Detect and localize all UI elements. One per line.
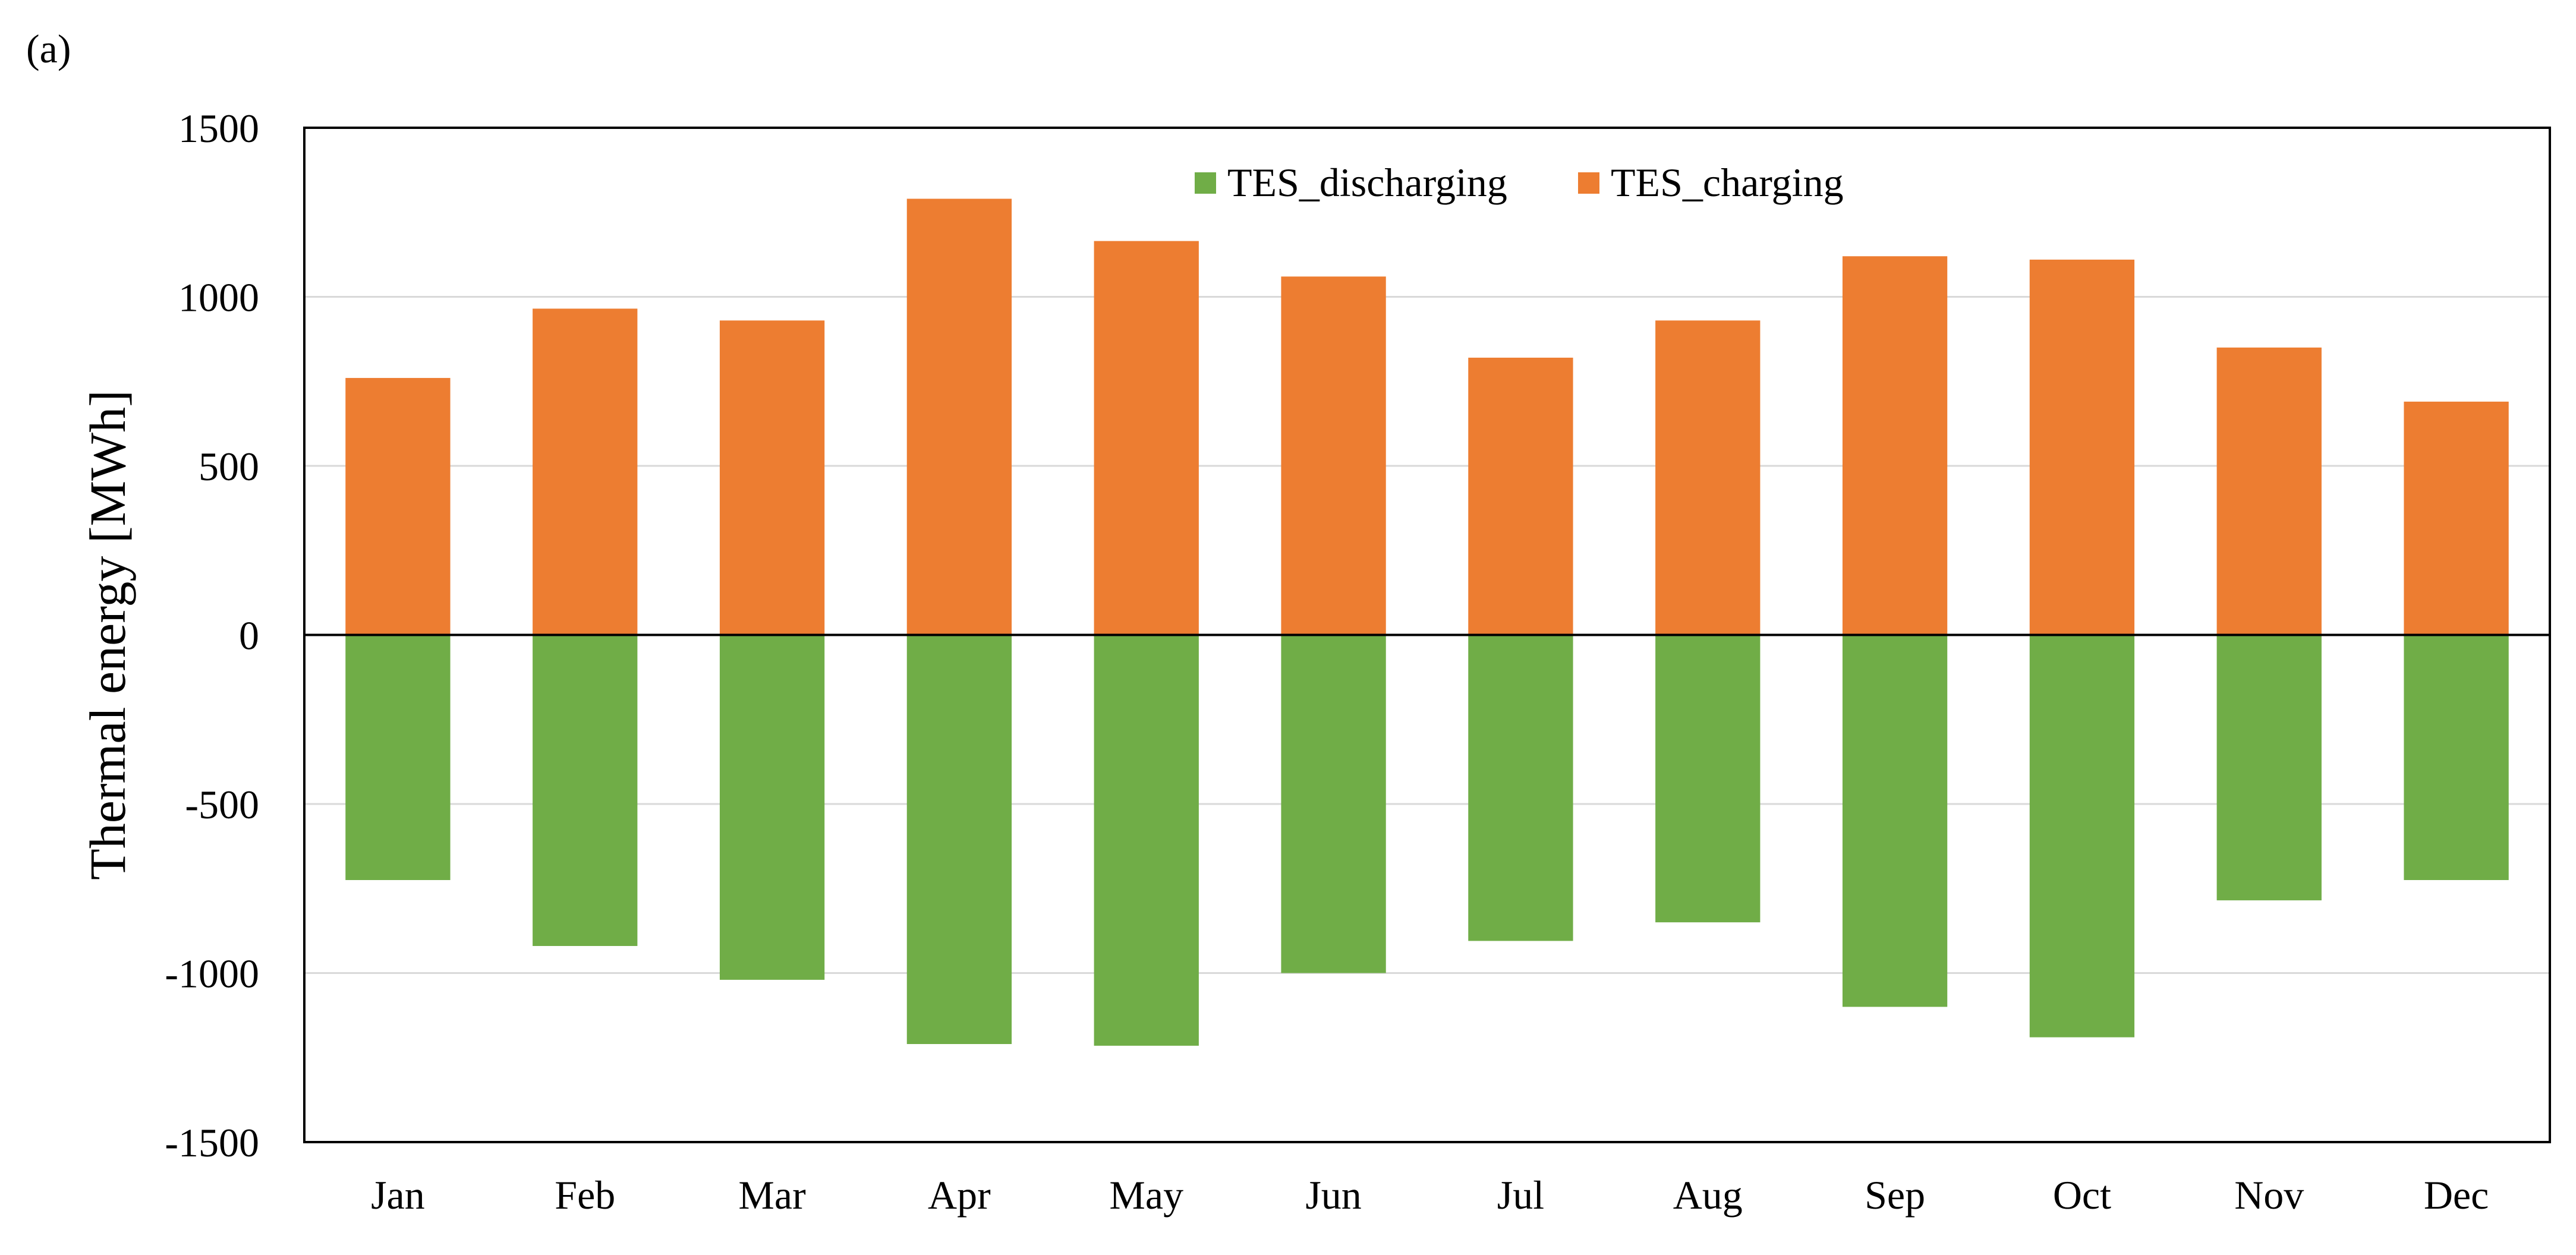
bar-tes-discharging-jun — [1281, 635, 1386, 973]
bar-tes-discharging-sep — [1842, 635, 1948, 1007]
bar-tes-discharging-nov — [2216, 635, 2322, 901]
bar-tes-charging-jul — [1468, 357, 1573, 635]
bar-tes-charging-apr — [906, 198, 1012, 635]
bar-tes-discharging-jul — [1468, 635, 1573, 941]
x-tick-labels: Jan Feb Mar Apr May Jun Jul Aug Sep Oct Nov Dec — [371, 1172, 2489, 1218]
x-tick-label-apr: Apr — [928, 1172, 991, 1218]
y-tick-label-5: 1000 — [178, 275, 259, 320]
y-axis-label: Thermal energy [MWh] — [79, 390, 136, 880]
bar-tes-charging-dec — [2404, 401, 2509, 635]
bar-tes-charging-jan — [345, 378, 451, 635]
bar-tes-discharging-jan — [345, 635, 451, 881]
bar-tes-discharging-mar — [719, 635, 825, 980]
y-tick-label-0: -1500 — [165, 1120, 259, 1165]
x-tick-label-dec: Dec — [2424, 1172, 2489, 1218]
bar-tes-discharging-feb — [533, 635, 638, 946]
y-tick-label-3: 0 — [239, 613, 259, 658]
y-tick-label-6: 1500 — [178, 106, 259, 151]
legend-swatch-tes-discharging — [1195, 172, 1216, 194]
y-tick-label-1: -1000 — [165, 951, 259, 997]
bar-tes-charging-jun — [1281, 276, 1386, 635]
legend-swatch-tes-charging — [1578, 172, 1599, 194]
x-tick-label-sep: Sep — [1865, 1172, 1925, 1218]
panel-label: (a) — [26, 26, 71, 71]
legend: TES_discharging TES_charging — [1195, 160, 1844, 205]
bar-tes-charging-nov — [2216, 347, 2322, 635]
y-tick-label-4: 500 — [199, 444, 259, 489]
bar-tes-discharging-aug — [1655, 635, 1761, 923]
bar-tes-discharging-apr — [906, 635, 1012, 1044]
legend-label-tes-discharging: TES_discharging — [1227, 160, 1507, 205]
bar-tes-charging-may — [1094, 241, 1199, 635]
grid-layer — [304, 296, 2550, 974]
x-tick-label-mar: Mar — [738, 1172, 806, 1218]
bar-tes-charging-feb — [533, 308, 638, 635]
bar-tes-discharging-oct — [2029, 635, 2135, 1038]
bars-layer — [345, 198, 2509, 1046]
bar-tes-discharging-dec — [2404, 635, 2509, 881]
bar-tes-charging-mar — [719, 320, 825, 635]
bar-tes-charging-oct — [2029, 259, 2135, 635]
plot-frame — [303, 127, 2551, 1143]
x-tick-label-jul: Jul — [1497, 1172, 1544, 1218]
legend-label-tes-charging: TES_charging — [1611, 160, 1844, 205]
x-tick-label-may: May — [1109, 1172, 1183, 1218]
y-tick-labels: -1500 -1000 -500 0 500 1000 1500 — [165, 106, 259, 1165]
x-tick-label-aug: Aug — [1673, 1172, 1743, 1218]
x-tick-label-jun: Jun — [1305, 1172, 1361, 1218]
bar-tes-charging-sep — [1842, 256, 1948, 635]
y-tick-label-2: -500 — [185, 782, 259, 827]
bar-tes-discharging-may — [1094, 635, 1199, 1046]
x-tick-label-nov: Nov — [2234, 1172, 2304, 1218]
x-tick-label-jan: Jan — [371, 1172, 425, 1218]
x-tick-label-feb: Feb — [555, 1172, 615, 1218]
x-tick-label-oct: Oct — [2053, 1172, 2111, 1218]
bar-tes-charging-aug — [1655, 320, 1761, 635]
